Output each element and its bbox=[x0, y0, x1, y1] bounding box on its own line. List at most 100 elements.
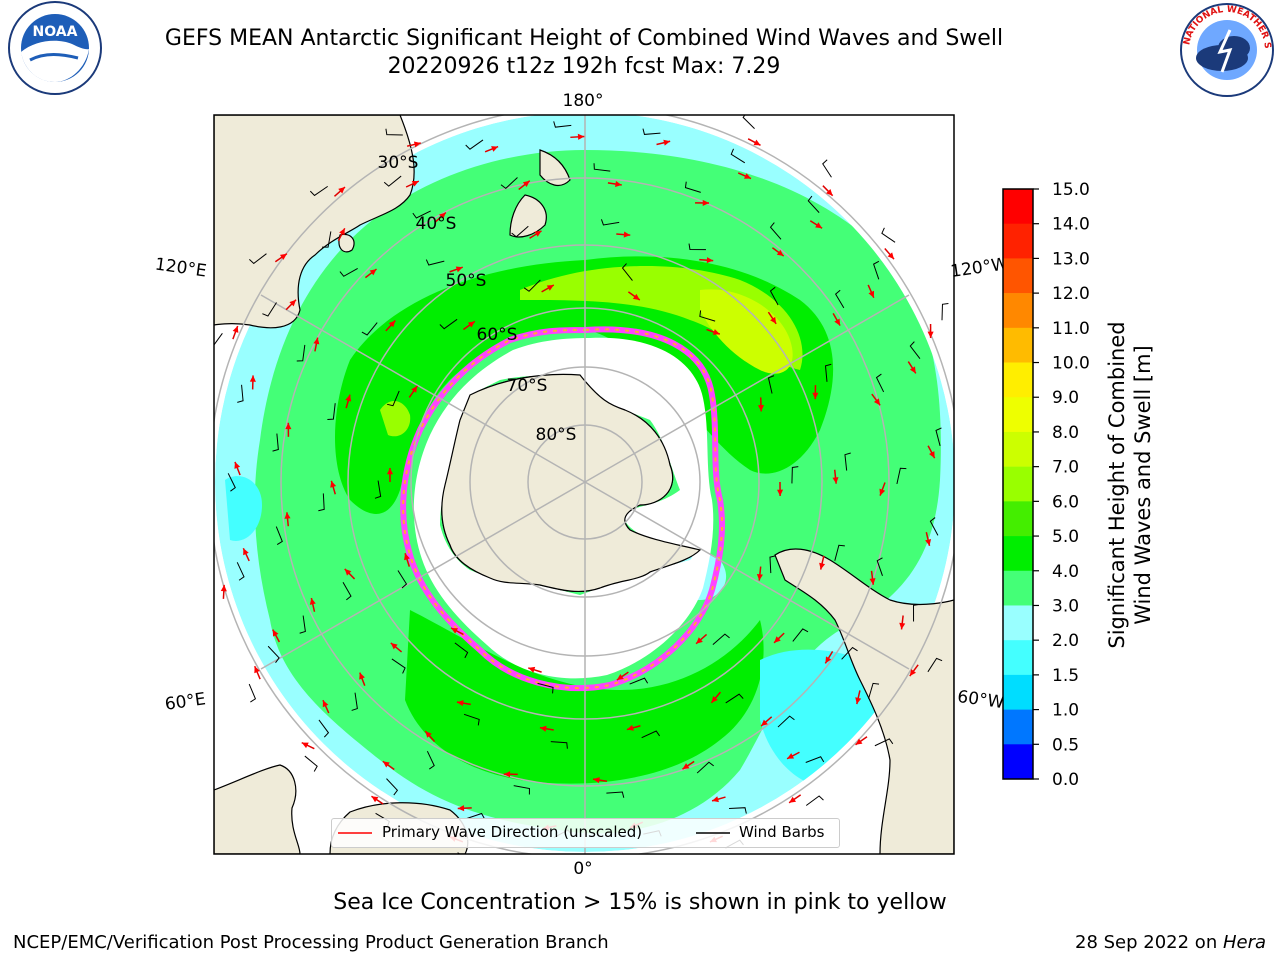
wind-barb bbox=[769, 555, 776, 574]
wave-direction-arrow bbox=[855, 690, 862, 705]
wave-direction-arrow bbox=[253, 665, 261, 680]
wind-barb bbox=[834, 544, 845, 561]
footer-producer: NCEP/EMC/Verification Post Processing Pr… bbox=[13, 932, 609, 953]
nws-logo: NATIONAL WEATHER SERVICE bbox=[1172, 0, 1274, 97]
wave-direction-arrow bbox=[385, 320, 396, 332]
wave-direction-arrow bbox=[777, 481, 784, 497]
wind-barb bbox=[387, 390, 400, 407]
wave-direction-arrow bbox=[450, 627, 464, 636]
wave-direction-arrow bbox=[344, 568, 356, 580]
wind-barb bbox=[248, 683, 257, 703]
colorbar-segment bbox=[1003, 189, 1033, 225]
wave-direction-arrow bbox=[909, 664, 919, 677]
wind-barb bbox=[523, 279, 541, 292]
wave-direction-arrow bbox=[822, 185, 834, 197]
colorbar-segment bbox=[1003, 223, 1033, 259]
wave-direction-arrow bbox=[404, 553, 411, 567]
wave-direction-arrow bbox=[832, 469, 839, 484]
colorbar-label-line2: Wind Waves and Swell [m] bbox=[1131, 345, 1155, 625]
wave-arrows bbox=[220, 133, 936, 843]
footer-host: Hera bbox=[1222, 932, 1266, 953]
wind-barb bbox=[537, 682, 554, 694]
wind-barb bbox=[688, 243, 706, 251]
colorbar-segment bbox=[1003, 570, 1033, 606]
wave-direction-arrow bbox=[855, 736, 868, 746]
colorbar-segment bbox=[1003, 362, 1033, 398]
colorbar-tick-label: 0.5 bbox=[1052, 735, 1079, 755]
colorbar bbox=[1002, 188, 1034, 780]
colorbar-segment bbox=[1003, 744, 1033, 780]
colorbar-segment bbox=[1003, 397, 1033, 433]
footer-date-text: 28 Sep 2022 on bbox=[1075, 932, 1223, 953]
colorbar-tick-label: 10.0 bbox=[1052, 354, 1090, 374]
wind-barb bbox=[339, 267, 358, 277]
wind-barb bbox=[909, 341, 921, 360]
lat-label-60s: 60°S bbox=[477, 325, 518, 345]
wind-barb-swatch bbox=[696, 832, 730, 834]
wave-direction-arrow bbox=[879, 482, 886, 496]
wave-direction-swatch bbox=[338, 832, 372, 834]
colorbar-tick-label: 15.0 bbox=[1052, 180, 1090, 200]
lon-label-120e: 120°E bbox=[154, 255, 208, 282]
wind-barb bbox=[236, 562, 245, 581]
wave-direction-arrow bbox=[484, 145, 499, 153]
wave-direction-arrow bbox=[322, 699, 330, 714]
wind-barb bbox=[249, 253, 267, 265]
chart-subtitle-forecast: 20220926 t12z 192h fcst Max: 7.29 bbox=[387, 54, 781, 79]
wind-barb bbox=[929, 517, 939, 536]
wind-barb bbox=[500, 177, 518, 190]
colorbar-tick-label: 6.0 bbox=[1052, 492, 1079, 512]
wind-barb bbox=[214, 333, 223, 346]
legend-wave-direction: Primary Wave Direction (unscaled) bbox=[382, 823, 643, 841]
wave-direction-arrow bbox=[528, 666, 542, 673]
wave-direction-arrow bbox=[809, 220, 823, 229]
wind-barb bbox=[769, 222, 782, 240]
colorbar-segment bbox=[1003, 258, 1033, 294]
map-legend: Primary Wave Direction (unscaled) Wind B… bbox=[331, 818, 840, 848]
lon-label-60e: 60°E bbox=[164, 689, 207, 714]
sea-ice-edge bbox=[400, 326, 725, 692]
wind-barb bbox=[742, 115, 755, 130]
wave-direction-arrow bbox=[907, 361, 917, 374]
colorbar-segment bbox=[1003, 466, 1033, 502]
wind-barb bbox=[267, 645, 280, 664]
wave-direction-arrow bbox=[364, 268, 377, 279]
wind-barb bbox=[553, 121, 572, 128]
colorbar-tick-label: 14.0 bbox=[1052, 215, 1090, 235]
wave-direction-arrow bbox=[390, 642, 403, 653]
lon-label-120w: 120°W bbox=[949, 254, 1009, 282]
wind-barb bbox=[304, 755, 318, 772]
wind-barb bbox=[621, 263, 633, 281]
wind-barb bbox=[824, 363, 832, 382]
wind-barb bbox=[876, 557, 883, 576]
wind-barb bbox=[805, 795, 824, 806]
wave-direction-arrow bbox=[788, 794, 802, 804]
wave-direction-arrow bbox=[406, 141, 421, 148]
wind-barb bbox=[318, 719, 330, 738]
colorbar-tick-label: 1.5 bbox=[1052, 666, 1079, 686]
wind-barb bbox=[327, 403, 336, 420]
wind-barb bbox=[426, 750, 435, 770]
wind-barb bbox=[361, 322, 378, 336]
wind-barb bbox=[844, 452, 851, 471]
wave-direction-arrow bbox=[899, 615, 906, 630]
wind-barb bbox=[262, 302, 277, 317]
wind-barb bbox=[767, 375, 775, 394]
wave-direction-arrow bbox=[242, 547, 250, 562]
wind-barb bbox=[383, 175, 402, 187]
wind-barb bbox=[465, 139, 484, 150]
wave-direction-arrow bbox=[616, 231, 631, 238]
wave-direction-arrow bbox=[359, 672, 366, 686]
sea-ice-note: Sea Ice Concentration > 15% is shown in … bbox=[333, 890, 947, 915]
map-frame bbox=[213, 114, 955, 855]
lat-label-50s: 50°S bbox=[446, 271, 487, 291]
wave-direction-arrow bbox=[284, 512, 291, 527]
lat-label-40s: 40°S bbox=[416, 214, 457, 234]
wind-barb bbox=[807, 195, 820, 213]
colorbar-tick-label: 1.0 bbox=[1052, 701, 1079, 721]
wave-direction-arrow bbox=[695, 633, 708, 645]
wind-barb bbox=[927, 657, 943, 673]
colorbar-segment bbox=[1003, 501, 1033, 537]
wind-barb bbox=[805, 756, 825, 763]
wave-direction-arrow bbox=[541, 284, 555, 293]
